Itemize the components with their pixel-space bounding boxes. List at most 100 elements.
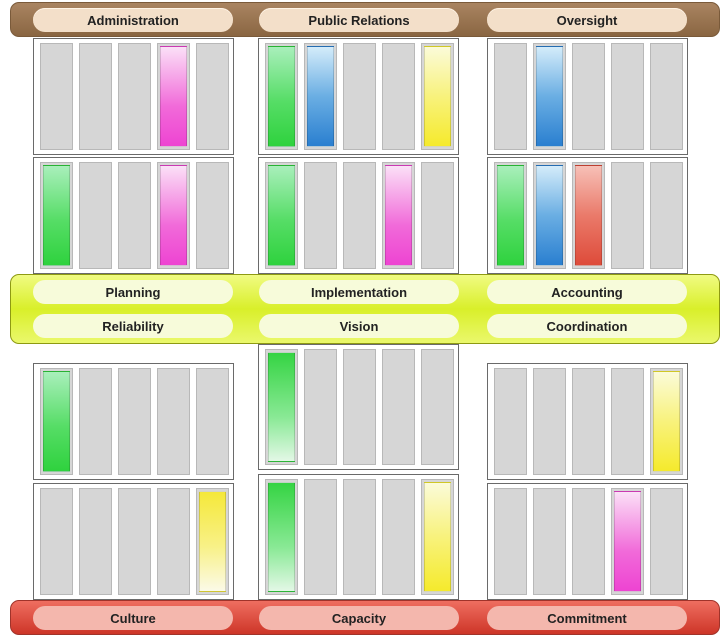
- slot-fill-green: [497, 165, 524, 266]
- panel-slot: [40, 488, 73, 595]
- panel-lower-row2-left: [33, 483, 234, 600]
- panel-slot: [343, 162, 376, 269]
- panel-slot: [79, 162, 112, 269]
- slot-fill-yellow: [424, 482, 451, 592]
- mid-label-reliability: Reliability: [33, 314, 233, 338]
- panel-slot: [533, 368, 566, 475]
- panel-slot: [572, 162, 605, 269]
- panel-upper-row1-right: [487, 38, 688, 155]
- panel-slot: [494, 162, 527, 269]
- bottom-label-culture: Culture: [33, 606, 233, 630]
- panel-slot: [196, 488, 229, 595]
- panel-slot: [40, 43, 73, 150]
- panel-slot: [304, 43, 337, 150]
- panel-slot: [79, 368, 112, 475]
- panel-slot: [533, 43, 566, 150]
- panel-slot: [118, 162, 151, 269]
- panel-slot: [343, 479, 376, 595]
- mid-label-vision: Vision: [259, 314, 459, 338]
- panel-slot: [533, 162, 566, 269]
- slot-fill-magenta: [614, 491, 641, 592]
- panel-slot: [421, 162, 454, 269]
- slot-fill-green: [268, 352, 295, 462]
- panel-slot: [572, 368, 605, 475]
- panel-slot: [382, 479, 415, 595]
- panel-slot: [650, 488, 683, 595]
- panel-upper-row2-right: [487, 157, 688, 274]
- slot-fill-red: [575, 165, 602, 266]
- panel-slot: [40, 368, 73, 475]
- slot-fill-green: [268, 46, 295, 147]
- slot-fill-yellow: [653, 371, 680, 472]
- panel-slot: [304, 349, 337, 465]
- panel-slot: [157, 43, 190, 150]
- panel-slot: [572, 488, 605, 595]
- panel-upper-row1-center: [258, 38, 459, 155]
- panel-slot: [265, 479, 298, 595]
- middle-band: Planning Implementation Accounting Relia…: [10, 274, 720, 344]
- panel-slot: [611, 368, 644, 475]
- panel-slot: [611, 43, 644, 150]
- bottom-band: Culture Capacity Commitment: [10, 600, 720, 635]
- panel-slot: [572, 43, 605, 150]
- slot-fill-magenta: [160, 165, 187, 266]
- panel-lower-row1-center: [258, 344, 459, 470]
- bottom-label-commitment: Commitment: [487, 606, 687, 630]
- panel-slot: [382, 43, 415, 150]
- panel-slot: [157, 368, 190, 475]
- panel-slot: [265, 43, 298, 150]
- panel-slot: [79, 488, 112, 595]
- panel-upper-row2-left: [33, 157, 234, 274]
- slot-fill-green: [43, 165, 70, 266]
- panel-slot: [611, 162, 644, 269]
- panel-slot: [196, 368, 229, 475]
- panel-slot: [304, 162, 337, 269]
- panel-slot: [343, 349, 376, 465]
- top-label-oversight: Oversight: [487, 8, 687, 32]
- panel-slot: [118, 43, 151, 150]
- panel-lower-row1-left: [33, 363, 234, 480]
- panel-slot: [494, 368, 527, 475]
- panel-slot: [196, 43, 229, 150]
- panel-slot: [421, 479, 454, 595]
- panel-slot: [421, 349, 454, 465]
- panel-slot: [494, 488, 527, 595]
- mid-label-implementation: Implementation: [259, 280, 459, 304]
- slot-fill-green: [268, 165, 295, 266]
- slot-fill-blue: [536, 165, 563, 266]
- slot-fill-magenta: [385, 165, 412, 266]
- panel-slot: [118, 368, 151, 475]
- panel-upper-row2-center: [258, 157, 459, 274]
- slot-fill-magenta: [160, 46, 187, 147]
- panel-lower-row1-right: [487, 363, 688, 480]
- panel-slot: [650, 162, 683, 269]
- slot-fill-blue: [536, 46, 563, 147]
- panel-slot: [533, 488, 566, 595]
- slot-fill-yellow: [199, 491, 226, 592]
- panel-slot: [265, 349, 298, 465]
- panel-lower-row2-right: [487, 483, 688, 600]
- panel-slot: [611, 488, 644, 595]
- slot-fill-yellow: [424, 46, 451, 147]
- panel-slot: [40, 162, 73, 269]
- panel-slot: [382, 349, 415, 465]
- panel-slot: [157, 488, 190, 595]
- panel-slot: [265, 162, 298, 269]
- panel-slot: [650, 368, 683, 475]
- slot-fill-green: [43, 371, 70, 472]
- mid-label-coordination: Coordination: [487, 314, 687, 338]
- panel-slot: [157, 162, 190, 269]
- panel-slot: [421, 43, 454, 150]
- mid-label-accounting: Accounting: [487, 280, 687, 304]
- panel-slot: [79, 43, 112, 150]
- panel-slot: [343, 43, 376, 150]
- mid-label-planning: Planning: [33, 280, 233, 304]
- panel-lower-row2-center: [258, 474, 459, 600]
- panel-slot: [382, 162, 415, 269]
- slot-fill-green: [268, 482, 295, 592]
- top-label-administration: Administration: [33, 8, 233, 32]
- panel-slot: [196, 162, 229, 269]
- top-label-public-relations: Public Relations: [259, 8, 459, 32]
- panel-upper-row1-left: [33, 38, 234, 155]
- panel-slot: [494, 43, 527, 150]
